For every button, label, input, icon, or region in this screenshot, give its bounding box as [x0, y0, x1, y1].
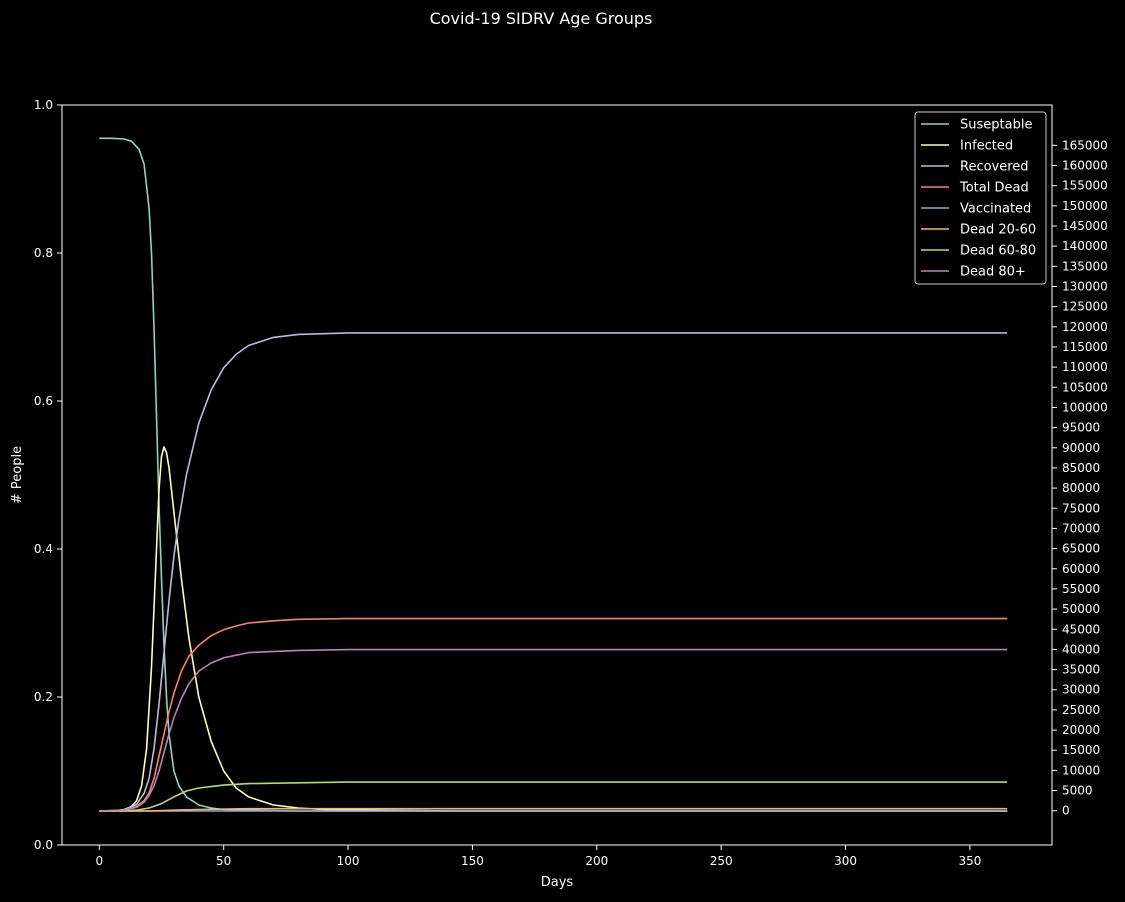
legend-item-suseptable: Suseptable	[921, 118, 1032, 133]
legend-item-infected: Infected	[921, 139, 1013, 154]
y2-tick-label: 150000	[1062, 199, 1108, 213]
y2-tick-label: 95000	[1062, 421, 1100, 435]
y2-tick-label: 0	[1062, 804, 1070, 818]
y-tick-label: 0.6	[34, 394, 53, 408]
y2-tick-label: 85000	[1062, 461, 1100, 475]
legend-item-total-dead: Total Dead	[921, 181, 1029, 196]
legend-item-dead-80: Dead 80+	[921, 265, 1026, 280]
y2-tick-label: 10000	[1062, 763, 1100, 777]
x-tick-label: 200	[585, 854, 608, 868]
y-tick-label: 0.4	[34, 542, 53, 556]
y-axis: 0.0 0.2 0.4 0.6 0.8 1.0	[34, 98, 62, 852]
legend-label: Dead 20-60	[960, 223, 1036, 238]
legend-item-vaccinated: Vaccinated	[921, 202, 1031, 217]
x-tick-label: 50	[216, 854, 231, 868]
series-line-total-dead	[99, 617, 1008, 812]
x-tick-label: 150	[461, 854, 484, 868]
y2-tick-label: 105000	[1062, 380, 1108, 394]
x-tick-label: 250	[710, 854, 733, 868]
series-line-recovered	[99, 332, 1008, 812]
y2-tick-label: 165000	[1062, 138, 1108, 152]
legend-item-dead-60-80: Dead 60-80	[921, 244, 1036, 259]
y2-tick-label: 110000	[1062, 360, 1108, 374]
y2-tick-label: 125000	[1062, 300, 1108, 314]
plot-frame	[61, 104, 1053, 846]
y2-tick-label: 145000	[1062, 219, 1108, 233]
legend-label: Suseptable	[960, 118, 1032, 133]
y-tick-label: 0.0	[34, 838, 53, 852]
y-axis-label: # People	[10, 446, 25, 504]
series-line-dead-80	[99, 648, 1008, 812]
legend-item-dead-20-60: Dead 20-60	[921, 223, 1036, 238]
y2-tick-label: 30000	[1062, 683, 1100, 697]
y2-tick-label: 25000	[1062, 703, 1100, 717]
series-line-dead-60-80	[99, 781, 1008, 812]
x-tick-label: 0	[95, 854, 103, 868]
y-tick-label: 1.0	[34, 98, 53, 112]
y2-tick-label: 50000	[1062, 602, 1100, 616]
legend-label: Dead 80+	[960, 265, 1026, 280]
legend-item-recovered: Recovered	[921, 160, 1029, 175]
series-line-dead-20-60	[99, 807, 1008, 812]
y2-tick-label: 160000	[1062, 158, 1108, 172]
y2-tick-label: 130000	[1062, 279, 1108, 293]
y2-tick-label: 140000	[1062, 239, 1108, 253]
y2-tick-label: 60000	[1062, 562, 1100, 576]
y2-tick-label: 35000	[1062, 663, 1100, 677]
legend-box	[914, 111, 1047, 285]
y2-tick-label: 115000	[1062, 340, 1108, 354]
x-tick-label: 300	[834, 854, 857, 868]
y2-tick-label: 80000	[1062, 481, 1100, 495]
y2-tick-label: 90000	[1062, 441, 1100, 455]
y2-tick-label: 155000	[1062, 179, 1108, 193]
legend-label: Recovered	[960, 160, 1029, 175]
y2-tick-label: 75000	[1062, 501, 1100, 515]
y2-tick-label: 65000	[1062, 542, 1100, 556]
legend-label: Dead 60-80	[960, 244, 1036, 259]
y2-tick-label: 100000	[1062, 400, 1108, 414]
y2-tick-label: 135000	[1062, 259, 1108, 273]
y2-tick-label: 40000	[1062, 642, 1100, 656]
legend-label: Vaccinated	[960, 202, 1031, 217]
x-axis: 0 50 100 150 200 250 300 350	[95, 845, 981, 868]
y2-tick-label: 55000	[1062, 582, 1100, 596]
y2-tick-label: 70000	[1062, 521, 1100, 535]
y2-tick-label: 5000	[1062, 784, 1093, 798]
y2-tick-label: 15000	[1062, 743, 1100, 757]
y2-tick-label: 45000	[1062, 622, 1100, 636]
legend: Suseptable Infected Recovered Total Dead Vac…	[914, 111, 1047, 285]
y2-tick-label: 20000	[1062, 723, 1100, 737]
chart-title: Covid-19 SIDRV Age Groups	[430, 9, 653, 28]
y-tick-label: 0.2	[34, 690, 53, 704]
legend-label: Total Dead	[959, 181, 1029, 196]
y2-tick-label: 120000	[1062, 320, 1108, 334]
x-tick-label: 350	[958, 854, 981, 868]
x-axis-label: Days	[541, 875, 574, 890]
legend-label: Infected	[960, 139, 1013, 154]
y-tick-label: 0.8	[34, 246, 53, 260]
secondary-y-axis: 0 5000 10000 15000 20000 25000 30000 35000 40000…	[1052, 138, 1108, 818]
x-tick-label: 100	[337, 854, 360, 868]
